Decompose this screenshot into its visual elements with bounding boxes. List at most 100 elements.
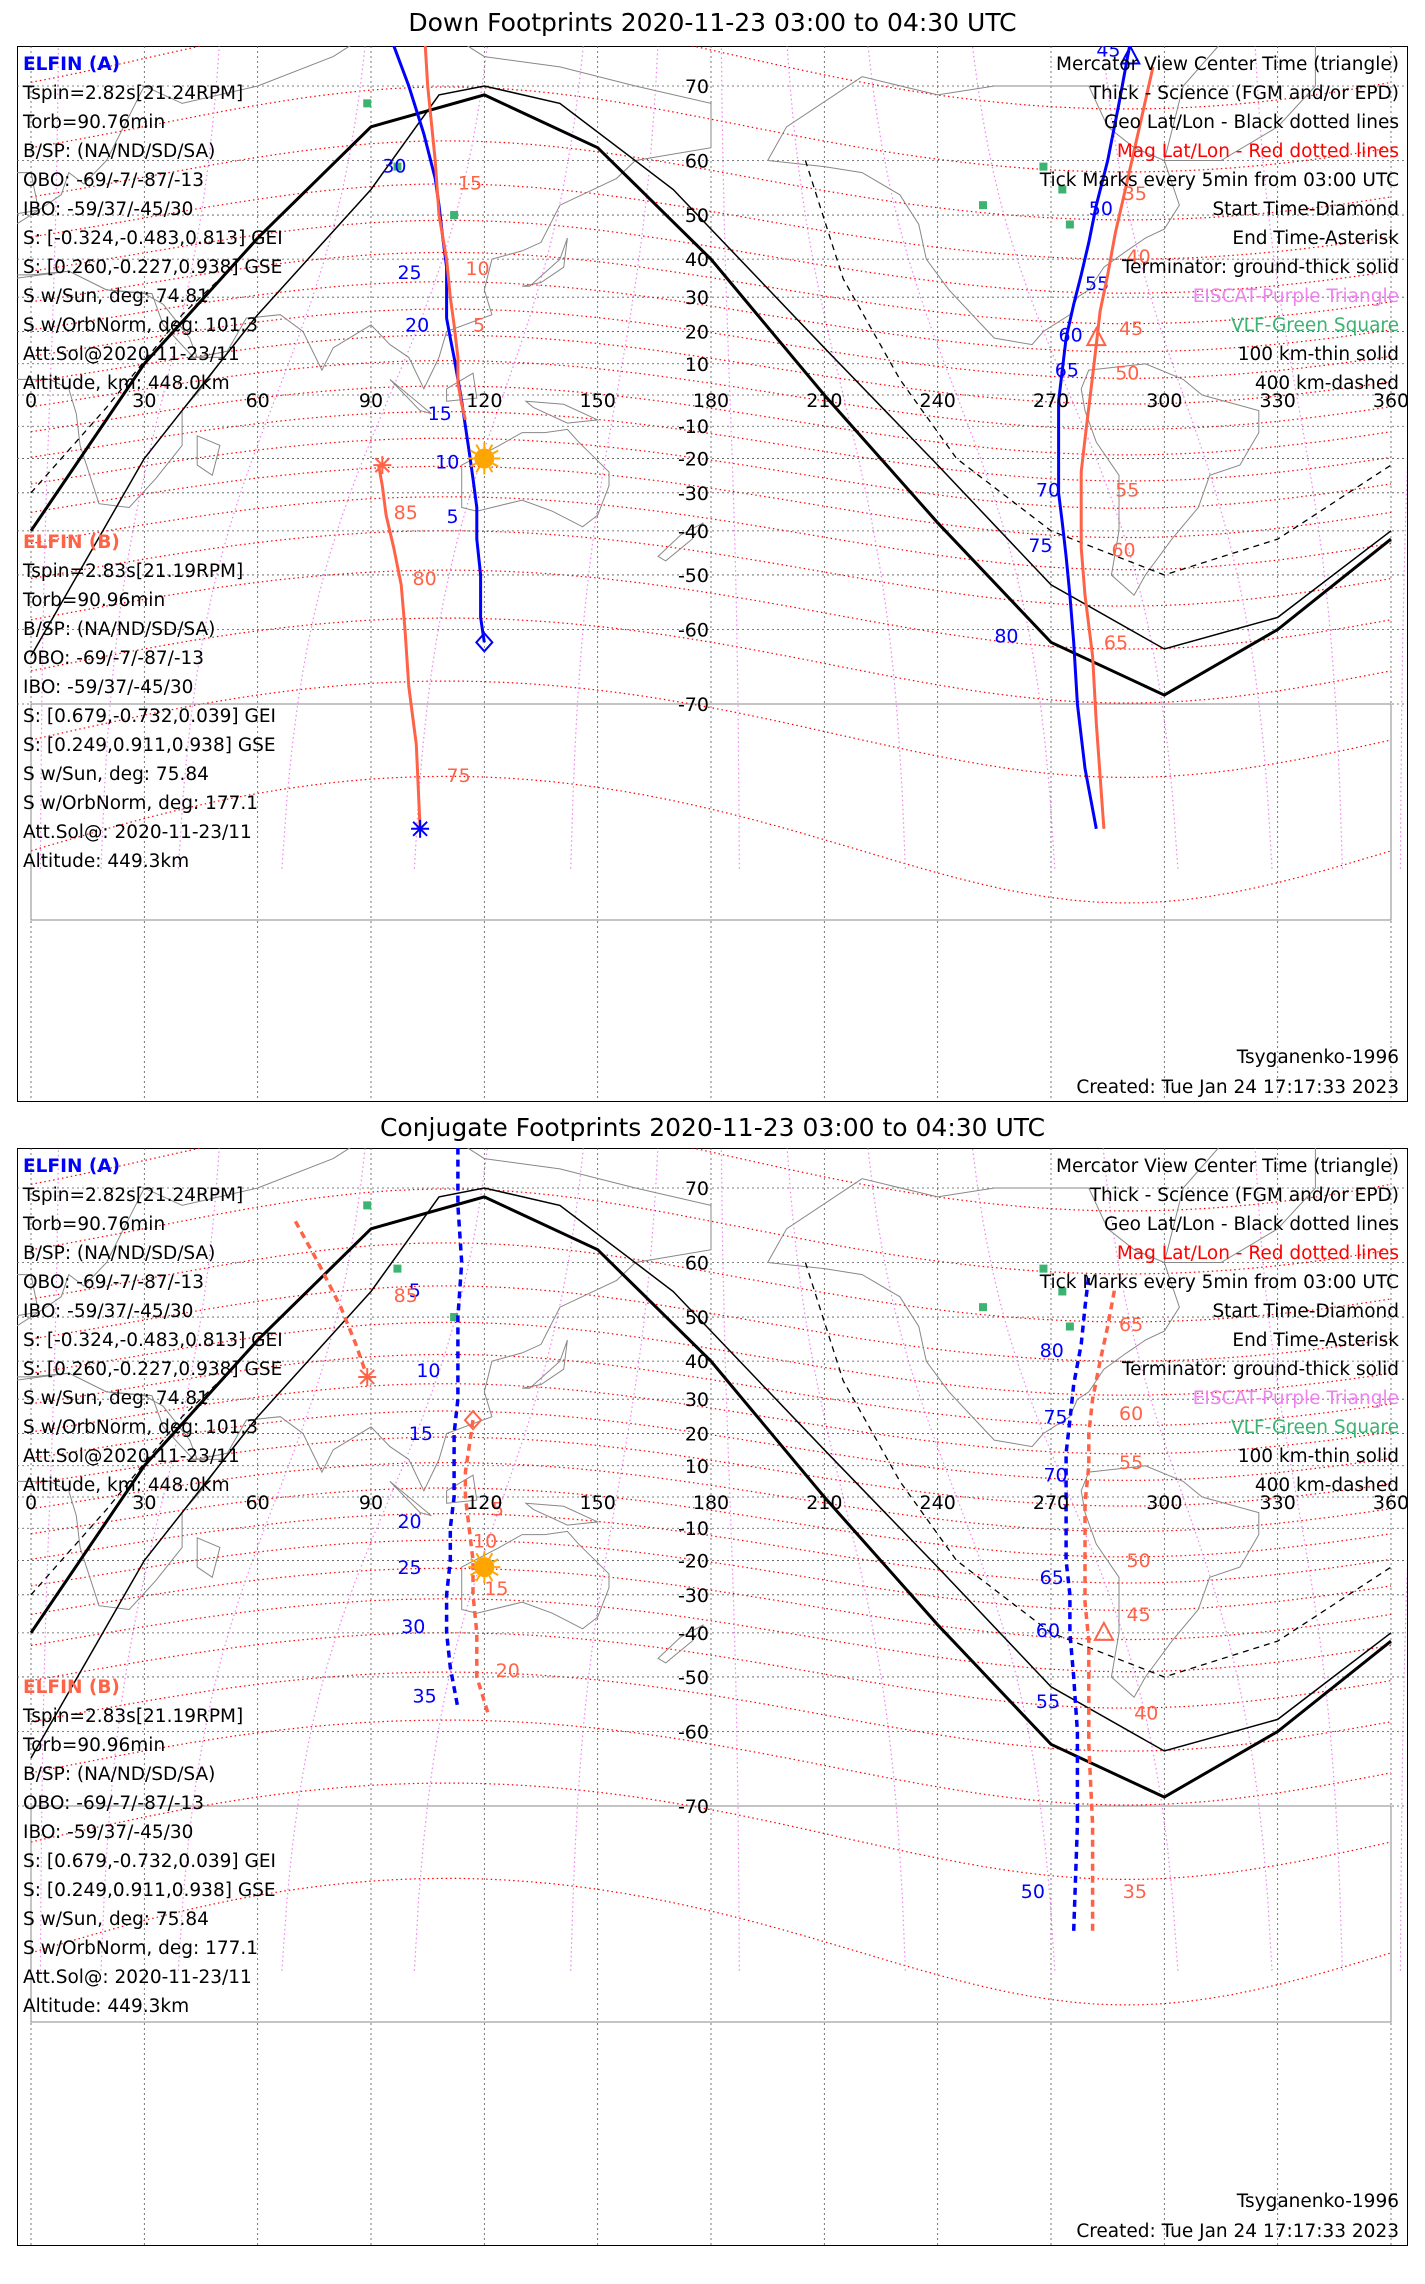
vlf-station xyxy=(363,99,372,108)
legend-item: End Time-Asterisk xyxy=(1232,1330,1399,1351)
mag-lon-line xyxy=(177,46,366,869)
model-label: Tsyganenko-1996 xyxy=(1236,2191,1399,2212)
mag-lat-line xyxy=(30,411,1392,482)
elfin-a-info-line: Torb=90.76min xyxy=(22,1214,165,1235)
elfin-b-tick-label: 5 xyxy=(492,1499,504,1521)
coastline xyxy=(522,237,568,287)
elfin-b-triangle xyxy=(1093,1620,1115,1641)
mag-lat-line xyxy=(30,437,1392,509)
vlf-station xyxy=(1039,162,1048,171)
map-frame xyxy=(17,46,1408,1102)
coastline xyxy=(461,428,610,528)
elfin-b-end-asterisk xyxy=(411,819,430,838)
legend-item: Tick Marks every 5min from 03:00 UTC xyxy=(1039,1272,1399,1293)
elfin-a-tick-label: 45 xyxy=(1096,46,1120,62)
elfin-b-tick-label: 20 xyxy=(496,1660,520,1682)
lat-tick-label: 30 xyxy=(685,287,709,309)
lon-tick-label: 300 xyxy=(1146,390,1182,412)
lat-tick-label: -60 xyxy=(678,1721,709,1743)
terminator-400km-right xyxy=(804,1262,1392,1678)
elfin-b-info-line: IBO: -59/37/-45/30 xyxy=(23,1822,193,1843)
elfin-b-track xyxy=(293,1220,369,1378)
mag-lat-line xyxy=(30,1513,1392,1584)
elfin-a-start-diamond xyxy=(474,631,494,653)
mag-lat-line xyxy=(30,775,1392,904)
elfin-b-track xyxy=(423,46,467,421)
elfin-a-info-line: S: [-0.324,-0.483,0.813] GEI xyxy=(23,228,283,249)
lon-tick-label: 120 xyxy=(466,390,502,412)
lat-tick-label: 30 xyxy=(685,1389,709,1411)
elfin-b-tick-label: 80 xyxy=(413,568,437,590)
model-label: Tsyganenko-1996 xyxy=(1236,1047,1399,1068)
elfin-b-track xyxy=(1083,1285,1117,1931)
mag-lat-line xyxy=(30,1188,1392,1275)
legend-item: 400 km-dashed xyxy=(1255,1475,1399,1496)
mag-lat-line xyxy=(30,86,1392,173)
elfin-a-tick-label: 65 xyxy=(1040,1567,1064,1589)
legend-item: Thick - Science (FGM and/or EPD) xyxy=(1089,1185,1399,1206)
elfin-a-info-line: IBO: -59/37/-45/30 xyxy=(23,199,193,220)
mag-lat-line xyxy=(30,1148,1392,1212)
coastline xyxy=(461,1530,610,1630)
mag-lat-line xyxy=(30,1598,1392,1673)
lon-tick-label: 330 xyxy=(1260,390,1296,412)
elfin-a-tick-label: 75 xyxy=(1028,535,1052,557)
mag-lat-line xyxy=(30,334,1392,405)
coastline xyxy=(1080,363,1260,596)
elfin-b-tick-label: 50 xyxy=(1127,1550,1151,1572)
terminator-100km xyxy=(30,1187,1392,1759)
lat-tick-label: 60 xyxy=(685,151,709,173)
created-label: Created: Tue Jan 24 17:17:33 2023 xyxy=(1076,2221,1399,2242)
down-panel-title: Down Footprints 2020-11-23 03:00 to 04:3… xyxy=(408,8,1017,37)
elfin-a-tick-label: 35 xyxy=(413,1686,437,1708)
coastline xyxy=(1163,1148,1316,1263)
lat-tick-label: -40 xyxy=(678,1623,709,1645)
elfin-a-tick-label: 80 xyxy=(994,625,1018,647)
lat-tick-label: -60 xyxy=(678,619,709,641)
elfin-a-info-line: Tspin=2.82s[21.24RPM] xyxy=(22,1185,243,1206)
conjugate-panel-title: Conjugate Footprints 2020-11-23 03:00 to… xyxy=(379,1113,1046,1142)
lon-tick-label: 30 xyxy=(132,1492,156,1514)
elfin-a-track xyxy=(1064,1274,1091,1931)
mag-lat-line xyxy=(30,385,1392,456)
sun-icon xyxy=(468,1551,501,1584)
elfin-b-tick-label: 10 xyxy=(465,258,489,280)
mag-lon-line xyxy=(720,1148,740,1971)
legend-item: End Time-Asterisk xyxy=(1232,228,1399,249)
elfin-b-tick-label: 60 xyxy=(1119,1403,1143,1425)
elfin-b-info-line: S: [0.679,-0.732,0.039] GEI xyxy=(23,706,276,727)
elfin-a-tick-label: 15 xyxy=(428,403,452,425)
lat-tick-label: -10 xyxy=(678,416,709,438)
elfin-b-tick-label: 45 xyxy=(1127,1604,1151,1626)
coastline xyxy=(1080,1465,1260,1698)
lon-tick-label: 120 xyxy=(466,1492,502,1514)
vlf-station xyxy=(393,1264,402,1273)
terminator-100km xyxy=(30,85,1392,657)
elfin-a-tick-label: 20 xyxy=(405,315,429,337)
elfin-a-info-line: S: [0.260,-0.227,0.938] GSE xyxy=(23,257,282,278)
coastline xyxy=(766,76,1180,346)
mag-lat-line xyxy=(30,1487,1392,1558)
lat-tick-label: -40 xyxy=(678,521,709,543)
elfin-b-info-line: IBO: -59/37/-45/30 xyxy=(23,677,193,698)
elfin-b-track xyxy=(463,1419,490,1715)
lon-tick-label: 60 xyxy=(246,390,270,412)
legend-item: EISCAT-Purple Triangle xyxy=(1193,1388,1399,1409)
elfin-a-info-line: S: [0.260,-0.227,0.938] GSE xyxy=(23,1359,282,1380)
lat-tick-label: 20 xyxy=(685,322,709,344)
elfin-b-info-line: Tspin=2.83s[21.19RPM] xyxy=(22,561,243,582)
legend-item: EISCAT-Purple Triangle xyxy=(1193,286,1399,307)
elfin-a-info-line: Altitude, km: 448.0km xyxy=(23,373,230,394)
elfin-b-info-line: S w/OrbNorm, deg: 177.1 xyxy=(23,1938,258,1959)
mag-lon-line xyxy=(786,46,906,869)
elfin-a-tick-label: 70 xyxy=(1043,1464,1067,1486)
created-label: Created: Tue Jan 24 17:17:33 2023 xyxy=(1076,1077,1399,1098)
elfin-b-triangle xyxy=(1085,325,1107,347)
elfin-a-tick-label: 10 xyxy=(416,1360,440,1382)
mag-lon-line xyxy=(867,1148,1056,1971)
elfin-a-track xyxy=(444,1148,464,1709)
lon-tick-label: 0 xyxy=(25,1492,37,1514)
elfin-a-tick-label: 25 xyxy=(397,262,421,284)
legend-item: Mag Lat/Lon - Red dotted lines xyxy=(1117,1243,1399,1264)
elfin-b-asterisk xyxy=(358,1367,377,1386)
